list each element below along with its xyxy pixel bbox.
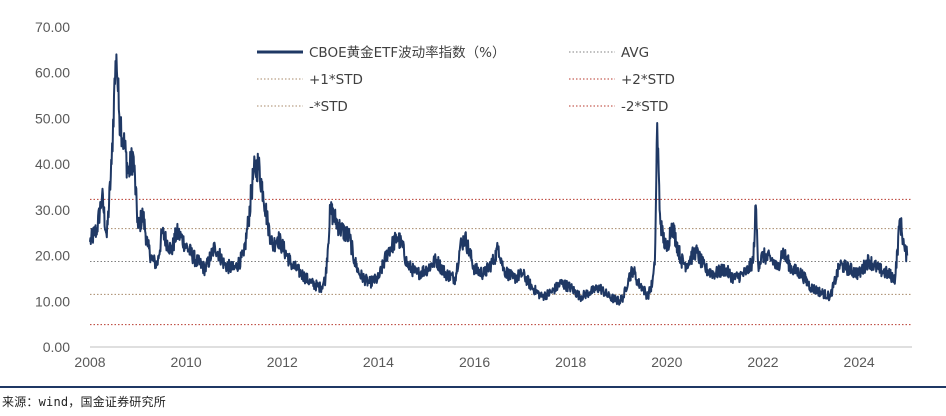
source-note: 来源：wind，国金证券研究所 [2, 395, 166, 409]
y-tick-label: 30.00 [35, 202, 70, 218]
y-tick-label: 70.00 [35, 19, 70, 35]
series-layer [89, 53, 909, 306]
legend: CBOE黄金ETF波动率指数（%） AVG +1*STD +2*STD -*STD -2*… [257, 44, 675, 115]
x-tick-label: 2012 [267, 354, 298, 370]
x-tick-label: 2020 [651, 354, 682, 370]
x-tick-label: 2022 [747, 354, 778, 370]
y-tick-label: 60.00 [35, 65, 70, 81]
x-axis: 2008 2010 2012 2014 2016 2018 2020 2022 2024 [74, 346, 912, 370]
x-tick-label: 2018 [555, 354, 586, 370]
legend-label: +2*STD [621, 72, 675, 88]
chart: 0.0010.0020.0030.0040.0050.0060.0070.00 … [35, 19, 912, 370]
series-line-0 [89, 53, 909, 306]
x-tick-label: 2016 [459, 354, 490, 370]
x-tick-label: 2014 [363, 354, 394, 370]
legend-label: CBOE黄金ETF波动率指数（%） [309, 44, 505, 61]
legend-label: -2*STD [621, 99, 668, 115]
y-tick-label: 40.00 [35, 156, 70, 172]
y-tick-label: 20.00 [35, 248, 70, 264]
x-tick-label: 2010 [171, 354, 202, 370]
footer-rule [0, 386, 946, 388]
x-tick-label: 2008 [74, 354, 105, 370]
y-tick-label: 10.00 [35, 293, 70, 309]
legend-label: -*STD [309, 99, 348, 115]
legend-label: +1*STD [309, 72, 363, 88]
y-tick-label: 50.00 [35, 110, 70, 126]
y-axis: 0.00 10.00 20.00 30.00 40.00 50.00 60.00 70.00 [35, 19, 70, 355]
y-tick-label: 0.00 [43, 339, 70, 355]
legend-label: AVG [621, 45, 649, 61]
x-tick-label: 2024 [844, 354, 875, 370]
